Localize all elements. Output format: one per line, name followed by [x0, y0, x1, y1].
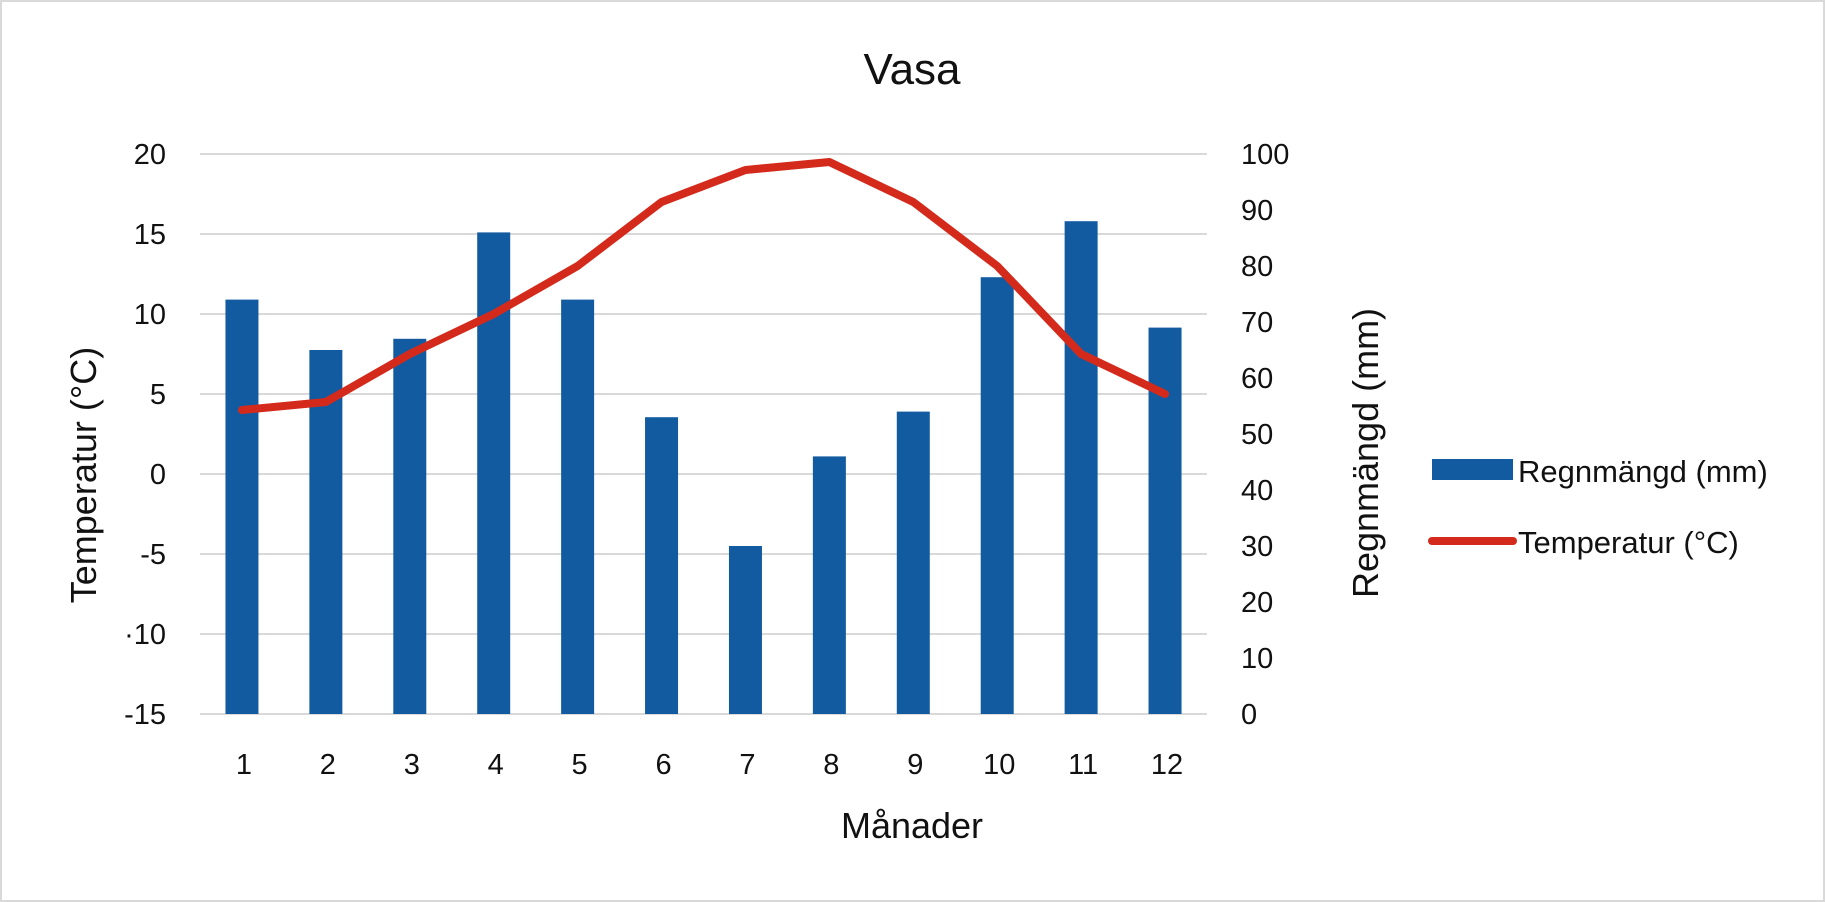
bar	[980, 277, 1014, 714]
x-tick-label: 12	[1151, 749, 1183, 781]
left-tick-label: -5	[140, 539, 166, 571]
left-axis-ticks: 20 15 10 5 0 -5 ·10 -15	[124, 139, 166, 731]
bar	[812, 456, 846, 714]
legend-label-regnmangd: Regnmängd (mm)	[1518, 454, 1768, 489]
bar	[896, 411, 930, 714]
left-tick-label: 5	[150, 379, 166, 411]
x-tick-label: 1	[236, 749, 252, 781]
left-tick-label: -15	[124, 699, 166, 731]
bar-series	[225, 221, 1182, 714]
right-tick-label: 60	[1241, 363, 1273, 395]
x-tick-label: 5	[572, 749, 588, 781]
x-tick-label: 9	[907, 749, 923, 781]
x-tick-label: 4	[488, 749, 504, 781]
bar	[645, 417, 679, 714]
x-axis-ticks: 1 2 3 4 5 6 7 8 9 10 11 12	[236, 749, 1183, 781]
right-tick-label: 0	[1241, 699, 1257, 731]
x-tick-label: 7	[739, 749, 755, 781]
right-tick-label: 50	[1241, 419, 1273, 451]
right-axis-title: Regnmängd (mm)	[1345, 308, 1386, 598]
x-tick-label: 2	[320, 749, 336, 781]
temperature-line	[237, 158, 1170, 414]
left-tick-label: 0	[150, 459, 166, 491]
bar	[393, 338, 427, 714]
left-axis-title: Temperatur (°C)	[63, 347, 104, 603]
x-axis-title: Månader	[841, 805, 983, 846]
right-tick-label: 20	[1241, 587, 1273, 619]
line-series	[237, 158, 1170, 414]
bar	[1064, 221, 1098, 714]
right-tick-label: 70	[1241, 307, 1273, 339]
right-tick-label: 100	[1241, 139, 1289, 171]
bar	[309, 350, 343, 714]
left-tick-label: 10	[134, 299, 166, 331]
x-tick-label: 8	[823, 749, 839, 781]
bar	[561, 299, 595, 714]
left-tick-label: 15	[134, 219, 166, 251]
x-tick-label: 11	[1068, 749, 1098, 781]
right-tick-label: 90	[1241, 195, 1273, 227]
right-tick-label: 30	[1241, 531, 1273, 563]
chart-title: Vasa	[863, 45, 961, 94]
gridlines	[200, 153, 1207, 715]
x-tick-label: 3	[404, 749, 420, 781]
legend-label-temperatur: Temperatur (°C)	[1518, 525, 1739, 560]
left-tick-label: 20	[134, 139, 166, 171]
x-tick-label: 6	[655, 749, 671, 781]
legend: Regnmängd (mm) Temperatur (°C)	[1428, 454, 1768, 560]
right-tick-label: 40	[1241, 475, 1273, 507]
right-tick-label: 10	[1241, 643, 1273, 675]
bar	[225, 299, 259, 714]
right-tick-label: 80	[1241, 251, 1273, 283]
bar	[728, 546, 762, 714]
left-tick-label: ·10	[124, 619, 166, 651]
x-tick-label: 10	[983, 749, 1015, 781]
legend-swatch-regnmangd	[1432, 459, 1513, 480]
